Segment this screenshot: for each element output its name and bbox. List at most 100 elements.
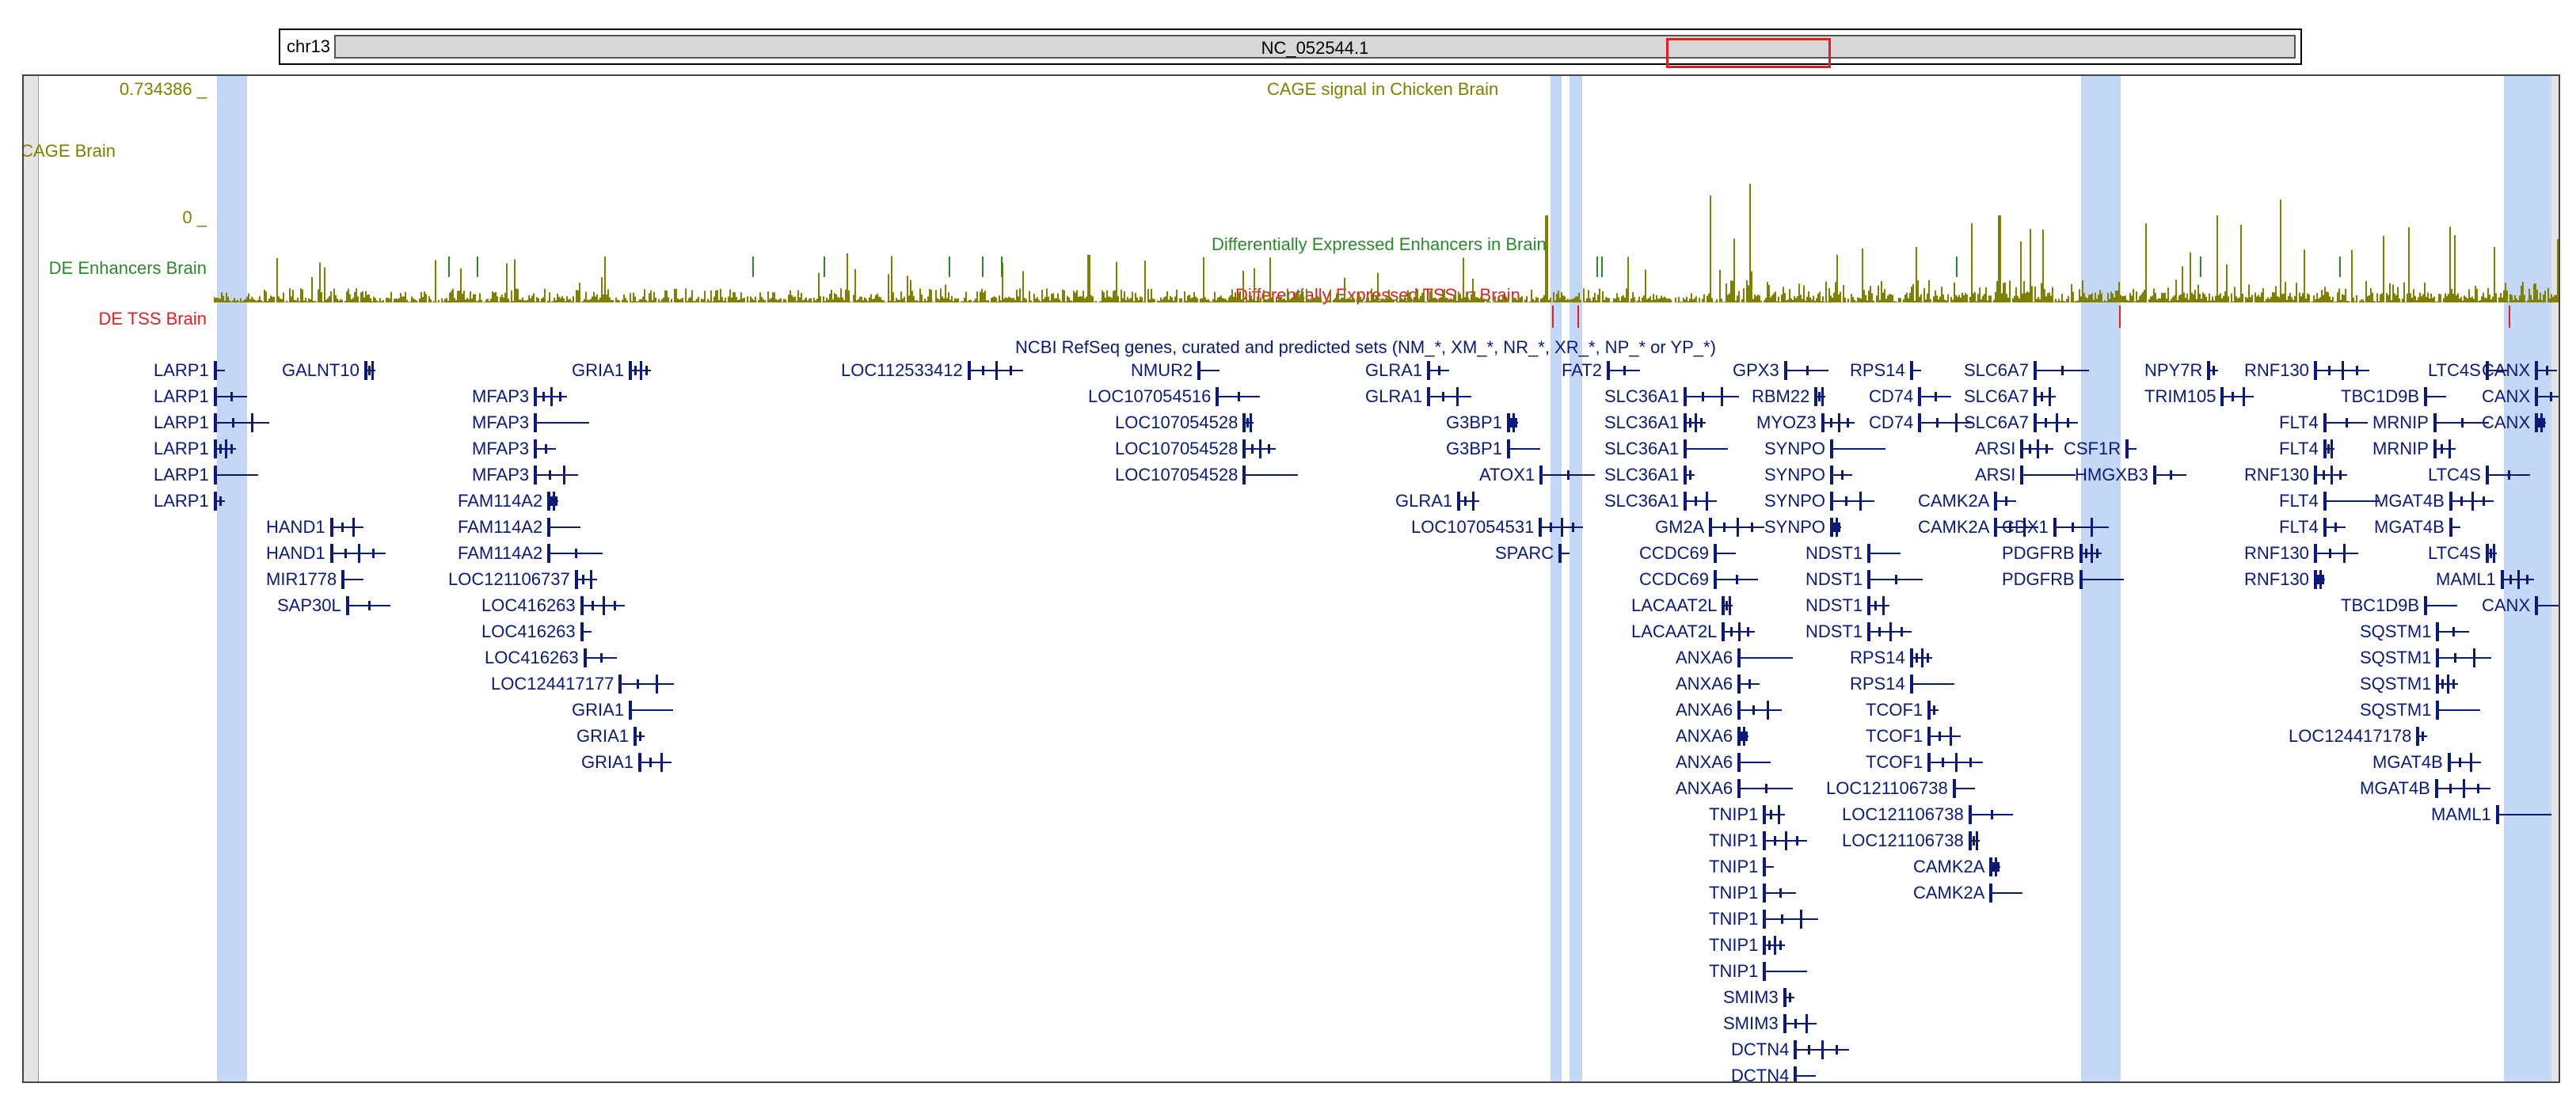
- gene-label[interactable]: LOC416263: [481, 595, 576, 615]
- gene-model[interactable]: [2535, 359, 2557, 382]
- gene-model[interactable]: [346, 595, 390, 617]
- gene-label[interactable]: ARSI: [1975, 439, 2016, 458]
- gene-label[interactable]: RPS14: [1850, 648, 1905, 667]
- gene-label[interactable]: CANX: [2482, 595, 2531, 615]
- gene-label[interactable]: LARP1: [154, 439, 209, 458]
- gene-model[interactable]: [1830, 438, 1885, 460]
- gene-model[interactable]: [618, 673, 674, 695]
- gene-label[interactable]: LOC124417177: [491, 674, 615, 694]
- left-track-handle[interactable]: [24, 76, 39, 1081]
- gene-model[interactable]: [1994, 490, 2016, 512]
- gene-label[interactable]: LOC121106738: [1842, 830, 1964, 850]
- gene-label[interactable]: NDST1: [1805, 569, 1863, 589]
- gene-label[interactable]: HAND1: [266, 543, 325, 563]
- gene-model[interactable]: [2020, 438, 2053, 460]
- gene-model[interactable]: [629, 699, 673, 721]
- gene-label[interactable]: LARP1: [154, 386, 209, 406]
- gene-label[interactable]: ANXA6: [1676, 648, 1733, 667]
- gene-label[interactable]: CD74: [1869, 412, 1914, 432]
- gene-model[interactable]: [2433, 412, 2489, 434]
- gene-model[interactable]: [1722, 621, 1755, 643]
- track-display[interactable]: 0.734386 _ CAGE Brain 0 _ DE Enhancers B…: [22, 74, 2560, 1083]
- gene-model[interactable]: [1763, 830, 1807, 852]
- current-region-highlight[interactable]: [1666, 38, 1831, 68]
- gene-model[interactable]: [1783, 986, 1794, 1009]
- gene-model[interactable]: [547, 490, 558, 512]
- gene-model[interactable]: [1242, 412, 1254, 434]
- gene-model[interactable]: [1989, 856, 2000, 878]
- gene-label[interactable]: MFAP3: [472, 465, 530, 485]
- gene-label[interactable]: MIR1778: [266, 569, 337, 589]
- gene-label[interactable]: GRIA1: [576, 726, 630, 746]
- gene-label[interactable]: LOC112533412: [841, 360, 963, 380]
- gene-model[interactable]: [634, 725, 645, 747]
- enhancers-track-label[interactable]: DE Enhancers Brain: [48, 258, 207, 278]
- gene-model[interactable]: [330, 542, 386, 564]
- gene-label[interactable]: ANXA6: [1676, 752, 1733, 772]
- tss-mark[interactable]: [1552, 306, 1554, 328]
- gene-model[interactable]: [1763, 882, 1796, 904]
- gene-label[interactable]: DCTN4: [1731, 1039, 1790, 1059]
- gene-label[interactable]: ANXA6: [1676, 674, 1733, 694]
- gene-label[interactable]: GRIA1: [572, 360, 625, 380]
- gene-model[interactable]: [1457, 490, 1479, 512]
- gene-label[interactable]: TCOF1: [1866, 700, 1923, 720]
- gene-model[interactable]: [547, 516, 580, 538]
- gene-model[interactable]: [2424, 386, 2446, 408]
- gene-model[interactable]: [1709, 516, 1764, 538]
- gene-label[interactable]: LOC121106737: [448, 569, 570, 589]
- gene-model[interactable]: [2501, 568, 2534, 591]
- gene-model[interactable]: [2435, 777, 2490, 800]
- gene-model[interactable]: [2220, 386, 2254, 408]
- gene-model[interactable]: [1927, 725, 1961, 747]
- gene-model[interactable]: [1910, 359, 1921, 382]
- gene-label[interactable]: FAM114A2: [458, 517, 543, 537]
- gene-label[interactable]: TNIP1: [1709, 883, 1759, 903]
- gene-label[interactable]: FAM114A2: [458, 543, 543, 563]
- gene-model[interactable]: [1216, 386, 1260, 408]
- gene-label[interactable]: TNIP1: [1709, 961, 1759, 981]
- gene-label[interactable]: TRIM105: [2144, 386, 2216, 406]
- gene-model[interactable]: [580, 595, 625, 617]
- gene-label[interactable]: TNIP1: [1709, 804, 1759, 824]
- gene-model[interactable]: [1714, 568, 1758, 591]
- highlight-region[interactable]: [1570, 76, 1582, 1081]
- gene-model[interactable]: [1737, 725, 1748, 747]
- gene-model[interactable]: [1814, 386, 1825, 408]
- enhancer-mark[interactable]: [2339, 257, 2341, 277]
- gene-label[interactable]: LACAAT2L: [1631, 621, 1718, 641]
- gene-label[interactable]: RBM22: [1752, 386, 1810, 406]
- gene-model[interactable]: [1763, 804, 1785, 826]
- gene-label[interactable]: LTC4S: [2428, 543, 2481, 563]
- gene-label[interactable]: NDST1: [1805, 621, 1863, 641]
- gene-model[interactable]: [2079, 542, 2102, 564]
- cage-track-label[interactable]: CAGE Brain: [22, 141, 116, 161]
- gene-model[interactable]: [1910, 647, 1932, 669]
- gene-model[interactable]: [2207, 359, 2218, 382]
- gene-label[interactable]: MRNIP: [2372, 412, 2429, 432]
- gene-model[interactable]: [364, 359, 375, 382]
- gene-model[interactable]: [1763, 934, 1785, 956]
- gene-model[interactable]: [1867, 595, 1889, 617]
- gene-model[interactable]: [1197, 359, 1220, 382]
- gene-model[interactable]: [1867, 621, 1912, 643]
- gene-label[interactable]: LOC121106738: [1826, 778, 1948, 798]
- enhancer-mark[interactable]: [1601, 257, 1603, 277]
- gene-model[interactable]: [2053, 516, 2109, 538]
- gene-model[interactable]: [1737, 751, 1771, 773]
- gene-model[interactable]: [2436, 699, 2480, 721]
- gene-label[interactable]: MRNIP: [2372, 439, 2429, 458]
- gene-label[interactable]: CAMK2A: [1913, 857, 1985, 876]
- gene-label[interactable]: NDST1: [1805, 595, 1863, 615]
- gene-model[interactable]: [1242, 464, 1298, 486]
- gene-model[interactable]: [2448, 751, 2481, 773]
- gene-model[interactable]: [534, 438, 556, 460]
- gene-model[interactable]: [534, 386, 567, 408]
- gene-label[interactable]: CSF1R: [2064, 439, 2121, 458]
- gene-model[interactable]: [2496, 804, 2551, 826]
- enhancer-mark[interactable]: [824, 257, 825, 277]
- gene-model[interactable]: [629, 359, 651, 382]
- gene-label[interactable]: SLC36A1: [1604, 465, 1680, 485]
- gene-model[interactable]: [547, 542, 603, 564]
- gene-model[interactable]: [1558, 542, 1570, 564]
